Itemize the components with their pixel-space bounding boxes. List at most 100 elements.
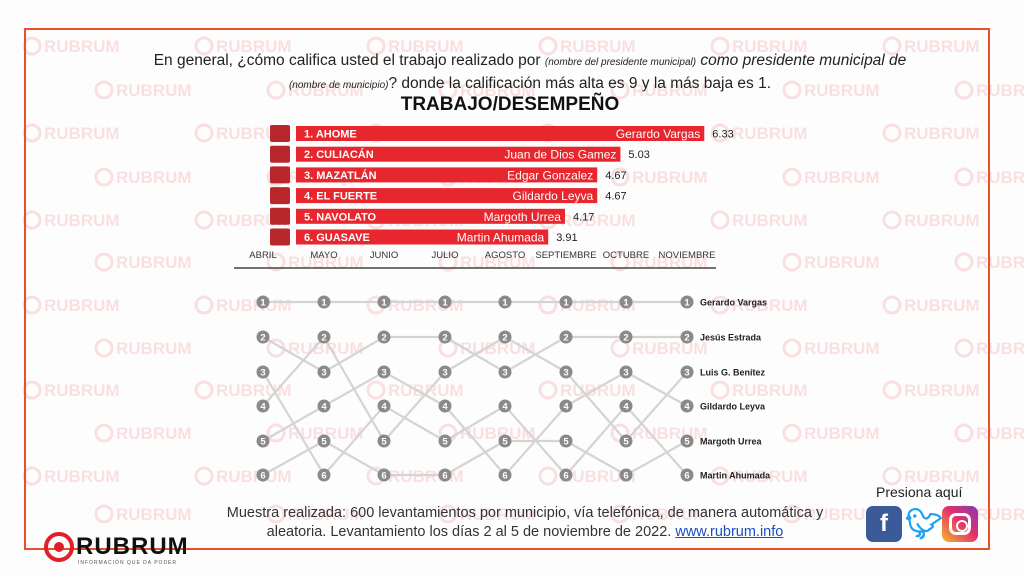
rank-node bbox=[559, 365, 573, 379]
logo-tagline: INFORMACIÓN QUE DA PODER bbox=[78, 560, 178, 566]
bar-value-label: 4.67 bbox=[605, 191, 626, 203]
bar-value-label: 4.67 bbox=[605, 170, 626, 182]
rank-node bbox=[256, 468, 270, 482]
month-label: AGOSTO bbox=[485, 250, 525, 261]
rank-node-label: 3 bbox=[442, 368, 447, 379]
rank-link bbox=[504, 336, 567, 373]
logo-ring-icon bbox=[44, 532, 74, 562]
rank-node-label: 2 bbox=[684, 333, 689, 344]
bar-category-label: 1. AHOME bbox=[304, 129, 357, 141]
bar-category-label: 5. NAVOLATO bbox=[304, 211, 377, 223]
rank-node-label: 5 bbox=[321, 437, 327, 448]
rank-node-label: 1 bbox=[684, 298, 690, 309]
rank-link bbox=[383, 371, 446, 442]
rank-node-label: 4 bbox=[684, 402, 690, 413]
final-rank-name: Gerardo Vargas bbox=[700, 298, 767, 308]
question-part3: ? donde la calificación más alta es 9 y … bbox=[388, 75, 772, 92]
rank-link bbox=[625, 371, 688, 442]
rank-node bbox=[438, 468, 452, 482]
bar bbox=[296, 126, 705, 141]
month-label: MAYO bbox=[310, 250, 337, 261]
rank-node bbox=[680, 295, 694, 309]
rank-node bbox=[256, 295, 270, 309]
bar bbox=[296, 146, 621, 162]
rank-node-label: 6 bbox=[563, 471, 568, 482]
rank-link bbox=[625, 371, 688, 407]
rank-node bbox=[317, 399, 331, 413]
bar-row-icon bbox=[270, 125, 290, 142]
rank-link bbox=[323, 336, 385, 373]
rank-node-label: 6 bbox=[260, 471, 265, 482]
bar-category-label: 6. GUASAVE bbox=[304, 232, 370, 244]
rank-link bbox=[262, 405, 325, 442]
rank-link bbox=[504, 405, 567, 476]
footer-link[interactable]: www.rubrum.info bbox=[675, 524, 784, 540]
rank-node bbox=[680, 365, 694, 379]
bar-category-label: 2. CULIACÁN bbox=[304, 148, 374, 161]
rank-node bbox=[498, 330, 512, 344]
rank-link bbox=[444, 336, 506, 373]
month-label: JUNIO bbox=[370, 250, 399, 261]
rank-node bbox=[438, 295, 452, 309]
rank-node-label: 3 bbox=[563, 368, 568, 379]
instagram-icon[interactable] bbox=[942, 506, 978, 542]
rank-node-label: 3 bbox=[623, 368, 628, 379]
question-note1: (nombre del presidente municipal) bbox=[544, 57, 697, 68]
rank-link bbox=[262, 336, 325, 407]
bar-value-label: 3.91 bbox=[556, 232, 577, 244]
rank-node bbox=[438, 330, 452, 344]
bar-value-label: 6.33 bbox=[712, 129, 733, 141]
rank-node-label: 4 bbox=[563, 402, 569, 413]
rank-link bbox=[565, 405, 627, 476]
rank-link bbox=[323, 371, 385, 407]
rank-node bbox=[377, 330, 391, 344]
rank-link bbox=[444, 405, 506, 476]
bar-category-label: 3. MAZATLÁN bbox=[304, 169, 377, 182]
logo-name: RUBRUM bbox=[76, 533, 189, 560]
rank-node-label: 5 bbox=[563, 437, 569, 448]
rank-node-label: 5 bbox=[381, 437, 387, 448]
bar-row-icon bbox=[270, 187, 290, 205]
rank-node-label: 1 bbox=[260, 298, 266, 309]
rank-node bbox=[256, 399, 270, 413]
rank-node-label: 4 bbox=[623, 402, 629, 413]
rank-node bbox=[680, 330, 694, 344]
rank-node bbox=[559, 330, 573, 344]
rank-link bbox=[444, 405, 506, 442]
rank-node bbox=[680, 468, 694, 482]
rank-node-label: 5 bbox=[442, 437, 448, 448]
bar-value-label: 4.17 bbox=[573, 211, 594, 223]
bar-name-label: Gildardo Leyva bbox=[512, 189, 593, 203]
rank-node bbox=[377, 399, 391, 413]
bar-name-label: Juan de Dios Gamez bbox=[504, 148, 616, 162]
rank-node-label: 5 bbox=[623, 437, 629, 448]
rank-node bbox=[317, 434, 331, 448]
rank-node bbox=[317, 365, 331, 379]
rank-node bbox=[619, 365, 633, 379]
rank-node bbox=[498, 399, 512, 413]
rank-link bbox=[565, 440, 627, 476]
rank-node-label: 6 bbox=[502, 471, 507, 482]
facebook-icon[interactable]: f bbox=[866, 506, 902, 542]
rank-node bbox=[377, 365, 391, 379]
question-part1: En general, ¿cómo califica usted el trab… bbox=[153, 52, 541, 69]
bar-row-icon bbox=[270, 228, 290, 246]
rank-node bbox=[619, 434, 633, 448]
final-rank-name: Margoth Urrea bbox=[700, 437, 763, 447]
rank-node-label: 6 bbox=[381, 471, 386, 482]
rank-node-label: 4 bbox=[260, 402, 266, 413]
slide-frame bbox=[24, 28, 990, 550]
rank-node-label: 4 bbox=[442, 402, 448, 413]
twitter-icon[interactable]: 🐦︎ bbox=[904, 506, 944, 542]
bar bbox=[296, 229, 549, 245]
rank-link bbox=[383, 405, 446, 442]
rank-node bbox=[680, 399, 694, 413]
rank-node-label: 2 bbox=[502, 333, 507, 344]
month-label: SEPTIEMBRE bbox=[535, 250, 596, 261]
rank-node bbox=[438, 399, 452, 413]
bar-row-icon bbox=[270, 166, 290, 184]
rank-link bbox=[262, 440, 325, 476]
survey-question: En general, ¿cómo califica usted el trab… bbox=[140, 50, 920, 96]
rank-node-label: 1 bbox=[321, 298, 327, 309]
rank-node-label: 1 bbox=[623, 298, 629, 309]
